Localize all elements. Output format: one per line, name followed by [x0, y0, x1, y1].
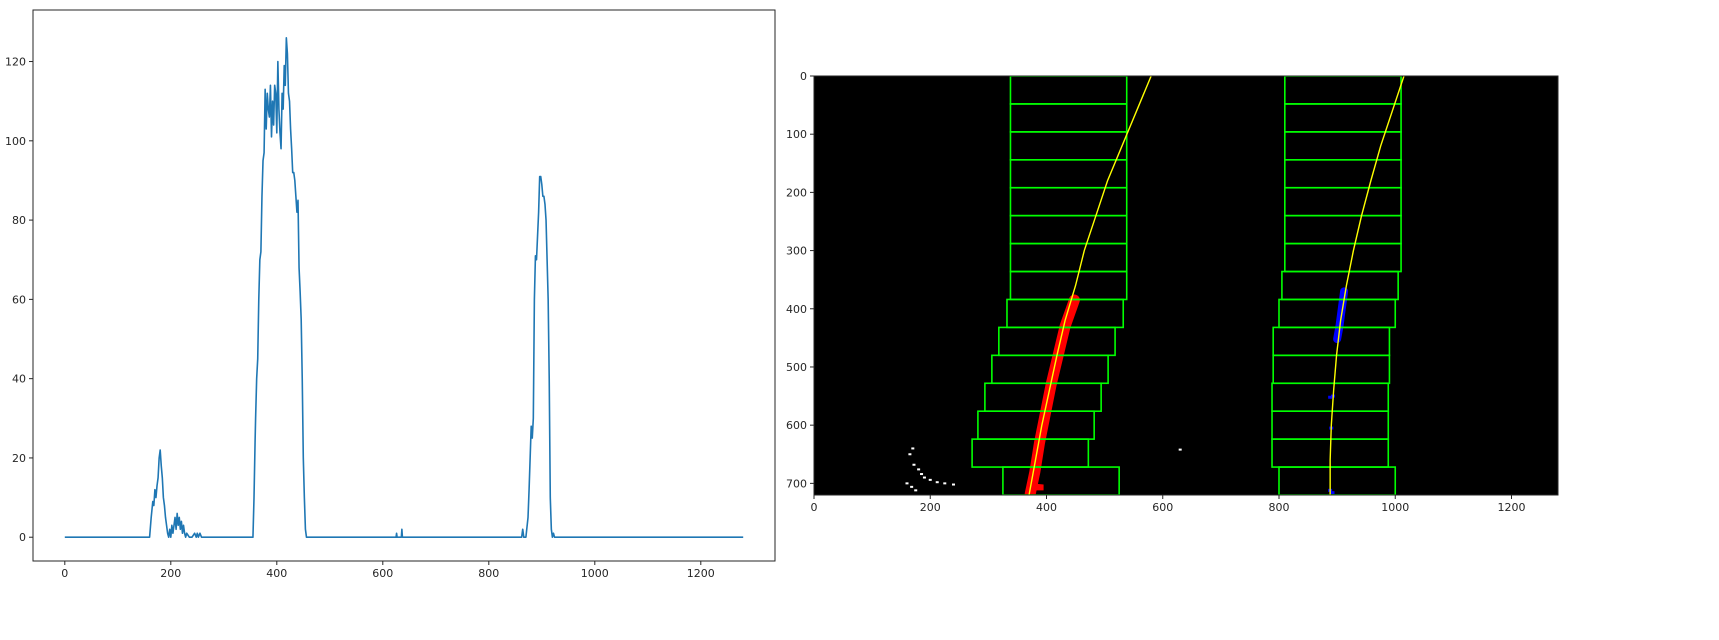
- y-tick-label: 80: [12, 214, 26, 227]
- lane-image-content: [905, 76, 1405, 495]
- y-tick-label: 200: [786, 186, 807, 199]
- y-tick-label: 500: [786, 361, 807, 374]
- noise-pixel: [922, 476, 926, 479]
- noise-pixel: [908, 453, 912, 456]
- left-lane-fit-line: [1028, 76, 1152, 495]
- x-tick-label: 1200: [687, 567, 715, 580]
- y-tick-label: 20: [12, 452, 26, 465]
- noise-pixel: [905, 482, 909, 485]
- noise-pixel: [1178, 448, 1182, 451]
- noise-pixel: [920, 473, 924, 476]
- x-tick-label: 1000: [1381, 501, 1409, 514]
- y-tick-label: 300: [786, 245, 807, 258]
- lane-detection-chart: 0 200 400 600 800 1000 1200 0 100 200 300 400 500 600…: [786, 70, 1559, 514]
- left-lane-blob: [1031, 483, 1044, 491]
- x-tick-label: 1200: [1498, 501, 1526, 514]
- x-tick-label: 800: [478, 567, 499, 580]
- x-tick-label: 400: [266, 567, 287, 580]
- y-tick-label: 60: [12, 293, 26, 306]
- noise-pixel: [943, 482, 947, 485]
- noise-pixel: [935, 481, 939, 484]
- x-tick-label: 0: [61, 567, 68, 580]
- lane-image-background: [814, 76, 1558, 495]
- x-tick-label: 600: [1152, 501, 1173, 514]
- right-lane-speck: [1330, 491, 1335, 495]
- histogram-series-line: [64, 36, 744, 539]
- y-tick-label: 0: [19, 531, 26, 544]
- y-tick-label: 120: [5, 56, 26, 69]
- right-lane-fit-line: [1329, 76, 1405, 495]
- left-search-window: [1002, 466, 1120, 495]
- y-tick-label: 400: [786, 303, 807, 316]
- x-tick-label: 200: [920, 501, 941, 514]
- lane-image-frame: [813, 75, 1559, 496]
- x-tick-label: 800: [1269, 501, 1290, 514]
- y-tick-label: 100: [5, 135, 26, 148]
- x-tick-label: 0: [811, 501, 818, 514]
- right-lane-speck: [1328, 395, 1333, 399]
- x-tick-label: 200: [160, 567, 181, 580]
- noise-pixel: [917, 468, 921, 471]
- noise-pixel: [910, 485, 914, 488]
- noise-pixel: [912, 463, 916, 466]
- histogram-chart: 0 200 400 600 800 1000 1200 0 20 40 60 80 100 120: [5, 9, 776, 580]
- y-tick-label: 700: [786, 477, 807, 490]
- y-tick-label: 40: [12, 373, 26, 386]
- noise-pixel: [952, 483, 955, 486]
- y-tick-label: 0: [800, 70, 807, 83]
- x-tick-label: 1000: [581, 567, 609, 580]
- y-tick-label: 100: [786, 128, 807, 141]
- histogram-plot-area: [32, 9, 776, 562]
- x-tick-label: 600: [372, 567, 393, 580]
- noise-pixel: [914, 489, 918, 492]
- noise-pixel: [928, 478, 932, 481]
- noise-pixel: [911, 447, 915, 450]
- right-search-window: [1278, 466, 1397, 495]
- x-tick-label: 400: [1036, 501, 1057, 514]
- y-tick-label: 600: [786, 419, 807, 432]
